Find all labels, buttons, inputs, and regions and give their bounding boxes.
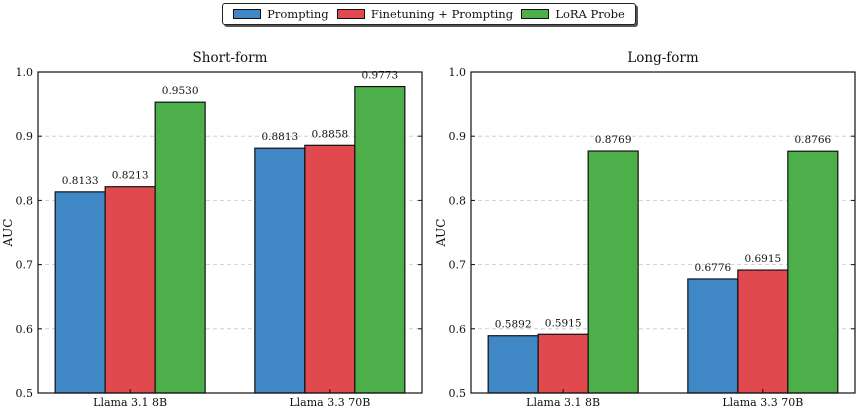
bar-lora-probe [587,150,639,394]
chart-panel-1: 0.5 0.6 0.7 0.8 0.9 1.0 0.8133 0.8813 0.8213 0.88… [1,50,423,409]
y-tick-label: 0.9 [449,130,467,143]
y-tick-label: 0.7 [16,259,34,272]
y-tick-label: 0.8 [449,194,467,207]
y-tick-label: 0.5 [16,387,34,400]
bar-value-label: 0.8213 [112,170,149,182]
bar-value-label: 0.9773 [361,70,398,82]
y-tick-label: 0.6 [16,323,34,336]
bar-prompting [254,147,306,394]
x-tick-label: Llama 3.3 70B [722,396,803,409]
bar-finetuning-prompting [104,186,156,394]
bar-value-label: 0.6776 [694,262,731,274]
legend-item-lora: LoRA Probe [521,7,625,21]
bar-value-label: 0.8133 [62,175,99,187]
bar-value-label: 0.9530 [162,85,199,97]
bar-value-label: 0.8858 [311,128,348,140]
x-tick-label: Llama 3.3 70B [289,396,370,409]
chart-title: Short-form [193,50,268,66]
y-tick-label: 0.5 [449,387,467,400]
bar-value-label: 0.8769 [595,134,632,146]
bar-lora-probe [154,101,206,394]
y-tick-label: 1.0 [449,66,467,79]
bar-finetuning-prompting [537,333,589,394]
legend: Prompting Finetuning + Prompting LoRA Pr… [222,3,636,25]
y-axis-label: AUC [1,219,15,248]
bar-value-label: 0.8813 [261,131,298,143]
legend-item-finetuning: Finetuning + Prompting [336,7,514,21]
bar-value-label: 0.5892 [495,319,532,331]
legend-label-lora: LoRA Probe [555,7,625,21]
y-tick-label: 0.6 [449,323,467,336]
legend-swatch-lora [521,9,550,19]
legend-label-finetuning: Finetuning + Prompting [370,7,514,21]
bar-prompting [487,335,539,394]
bar-prompting [687,278,739,394]
legend-swatch-finetuning [336,9,365,19]
bar-lora-probe [787,150,839,394]
plot-frame [37,71,423,394]
x-tick-label: Llama 3.1 8B [526,396,600,409]
legend-item-prompting: Prompting [233,7,329,21]
y-axis-label: AUC [434,219,448,248]
legend-swatch-prompting [233,9,262,19]
chart-title: Long-form [627,50,699,66]
bar-value-label: 0.5915 [545,317,582,329]
bar-value-label: 0.8766 [794,134,831,146]
y-tick-label: 0.7 [449,259,467,272]
plot-frame [470,71,856,394]
bar-lora-probe [354,85,406,394]
legend-label-prompting: Prompting [267,7,329,21]
bar-value-label: 0.6915 [744,253,781,265]
chart-panel-2: 0.5 0.6 0.7 0.8 0.9 1.0 0.5892 0.6776 0.5915 0.69… [434,50,856,409]
x-tick-label: Llama 3.1 8B [93,396,167,409]
y-tick-label: 0.9 [16,130,34,143]
bar-prompting [54,191,106,394]
bar-finetuning-prompting [304,144,356,394]
y-tick-label: 0.8 [16,194,34,207]
bar-finetuning-prompting [737,269,789,394]
y-tick-label: 1.0 [16,66,34,79]
